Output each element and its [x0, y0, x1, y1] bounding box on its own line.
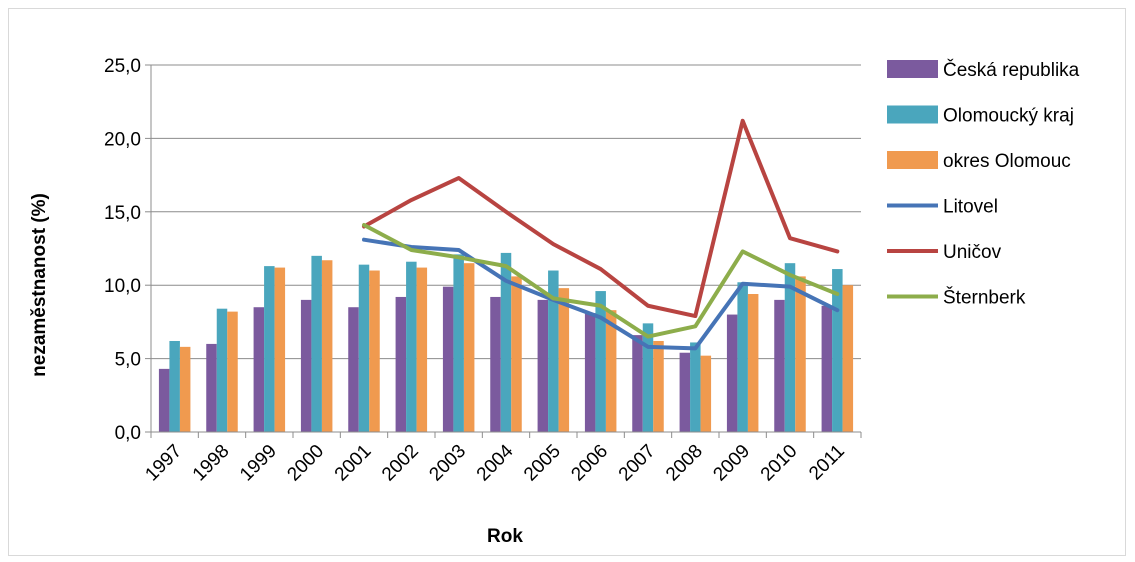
x-tick-label: 1999 [236, 441, 281, 486]
bar [700, 355, 712, 432]
bar [169, 340, 180, 432]
x-axis-title: Rok [487, 526, 523, 547]
x-tick-label: 1998 [189, 441, 234, 486]
bar [737, 282, 748, 432]
bar [632, 335, 643, 432]
x-tick-label: 2010 [757, 441, 802, 486]
bar [726, 314, 738, 432]
legend-label: Litovel [943, 197, 998, 218]
bar [253, 307, 265, 432]
bar [842, 285, 854, 432]
bar [442, 286, 454, 432]
lines-layer [362, 118, 840, 351]
series-line [362, 118, 840, 319]
bar [584, 313, 596, 432]
bar [548, 270, 559, 432]
bar [227, 311, 238, 432]
x-tick-label: 2007 [615, 441, 660, 486]
x-tick-label: 2011 [805, 441, 849, 485]
bar [179, 346, 191, 432]
x-tick-label: 2004 [473, 440, 518, 485]
bar [395, 296, 407, 432]
bar [679, 352, 691, 432]
x-tick-label: 2001 [331, 441, 376, 486]
y-tick-label: 5,0 [115, 350, 141, 371]
legend-swatch [887, 105, 938, 124]
x-tick-label: 2009 [709, 441, 754, 486]
y-tick-label: 0,0 [115, 423, 141, 444]
bar [463, 263, 475, 432]
bar [795, 276, 806, 432]
chart-frame [8, 8, 1126, 556]
series-line [362, 223, 840, 339]
bar [605, 310, 617, 432]
x-tick-label: 2008 [662, 441, 707, 486]
y-tick-label: 10,0 [104, 276, 141, 297]
bar [274, 267, 286, 432]
bar [784, 263, 796, 432]
bar [264, 266, 275, 432]
legend-label: Česká republika [943, 59, 1080, 81]
bar [321, 260, 333, 432]
bar [453, 254, 464, 432]
bar [216, 308, 228, 432]
bar [747, 294, 759, 432]
y-tick-label: 20,0 [104, 129, 141, 150]
bar [642, 323, 654, 432]
x-tick-label: 2000 [283, 441, 328, 486]
legend-label: Šternberk [943, 287, 1026, 309]
y-tick-label: 15,0 [104, 203, 141, 224]
bar [311, 255, 322, 432]
bar [774, 299, 785, 432]
legend-label: okres Olomouc [943, 151, 1071, 172]
bar [595, 291, 606, 432]
bar [511, 276, 522, 432]
bar [832, 269, 843, 432]
x-tick-label: 2005 [520, 441, 565, 486]
bar [490, 296, 501, 432]
bar [558, 288, 570, 432]
bar [358, 264, 370, 432]
legend-swatch [887, 60, 938, 78]
legend-label: Uničov [943, 242, 1002, 263]
bar [690, 342, 701, 432]
bar [158, 368, 170, 432]
bar [406, 261, 417, 432]
bar [416, 267, 428, 432]
y-tick-label: 25,0 [104, 56, 141, 77]
series-line [362, 237, 840, 351]
bar [821, 305, 833, 432]
bar [300, 299, 312, 432]
legend-swatch [887, 151, 938, 169]
x-tick-label: 2003 [425, 441, 470, 486]
bar [653, 340, 664, 432]
bars-layer [158, 252, 854, 432]
x-tick-label: 2002 [378, 441, 423, 486]
bar [537, 299, 549, 432]
bar [369, 270, 380, 432]
bar [348, 307, 359, 432]
bar [500, 252, 512, 432]
x-tick-label: 1997 [141, 441, 186, 486]
x-tick-label: 2006 [567, 441, 612, 486]
legend-label: Olomoucký kraj [943, 106, 1074, 127]
y-axis-title: nezaměstnanost (%) [29, 193, 50, 377]
legend: Česká republika Olomoucký kraj okres Olomo… [887, 59, 1080, 309]
bar [206, 343, 217, 432]
